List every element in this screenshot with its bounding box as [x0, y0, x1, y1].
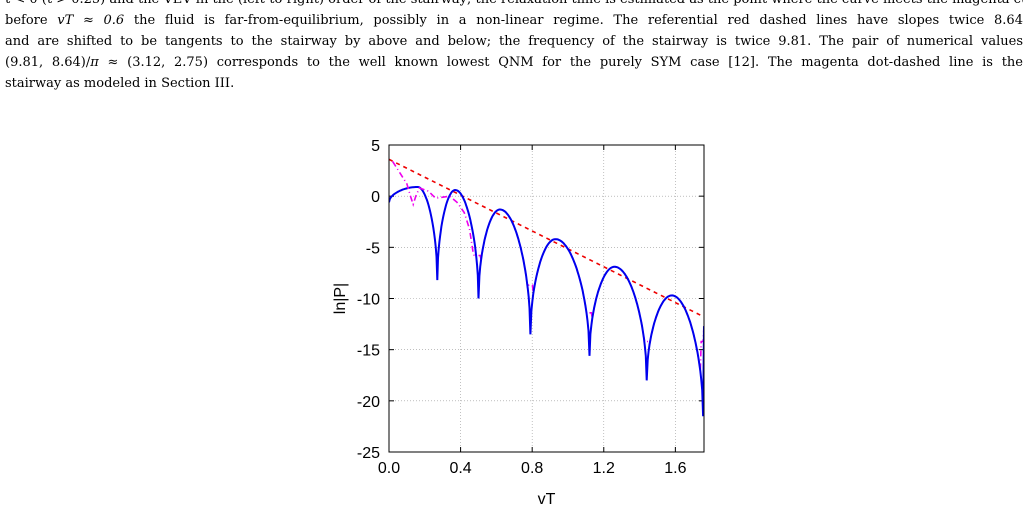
caption-line: before vT ≈ 0.6 the fluid is far-from-eq…	[5, 13, 1023, 28]
x-axis-label: vT	[538, 491, 556, 508]
x-tick-label: 0.0	[378, 460, 400, 477]
figure-caption: t < 0 (t > 0.25) and the VEV in the (lef…	[5, 0, 1023, 94]
y-tick-label: -20	[357, 394, 380, 411]
plot-frame	[388, 144, 705, 453]
caption-line-partial: t < 0 (t > 0.25) and the VEV in the (lef…	[5, 0, 1023, 10]
caption-line: (9.81, 8.64)/π ≈ (3.12, 2.75) correspond…	[5, 55, 1023, 70]
y-tick-label: -15	[357, 343, 380, 360]
data-series	[389, 158, 704, 417]
caption-line: stairway as modeled in Section III.	[5, 76, 235, 91]
reference-line	[389, 158, 704, 318]
y-tick-label: -25	[357, 445, 380, 462]
numerical-curve	[389, 186, 704, 417]
y-axis-label: ln|P|	[332, 283, 349, 314]
model-curve-tail	[478, 208, 704, 372]
y-tick-label: -5	[366, 240, 380, 257]
y-tick-label: 5	[371, 138, 380, 155]
x-tick-label: 0.4	[449, 460, 471, 477]
y-tick-label: -10	[357, 292, 380, 309]
model-curve-early	[391, 160, 476, 258]
x-tick-label: 0.8	[521, 460, 543, 477]
axis-ticks: 0.0 0.4 0.8 1.2 1.6 5 0 -5 -10 -15 -20 -25	[357, 138, 704, 477]
x-tick-label: 1.2	[593, 460, 615, 477]
y-tick-label: 0	[371, 189, 380, 206]
caption-line: and are shifted to be tangents to the st…	[5, 34, 1023, 49]
x-tick-label: 1.6	[664, 460, 686, 477]
grid-lines	[389, 145, 704, 452]
